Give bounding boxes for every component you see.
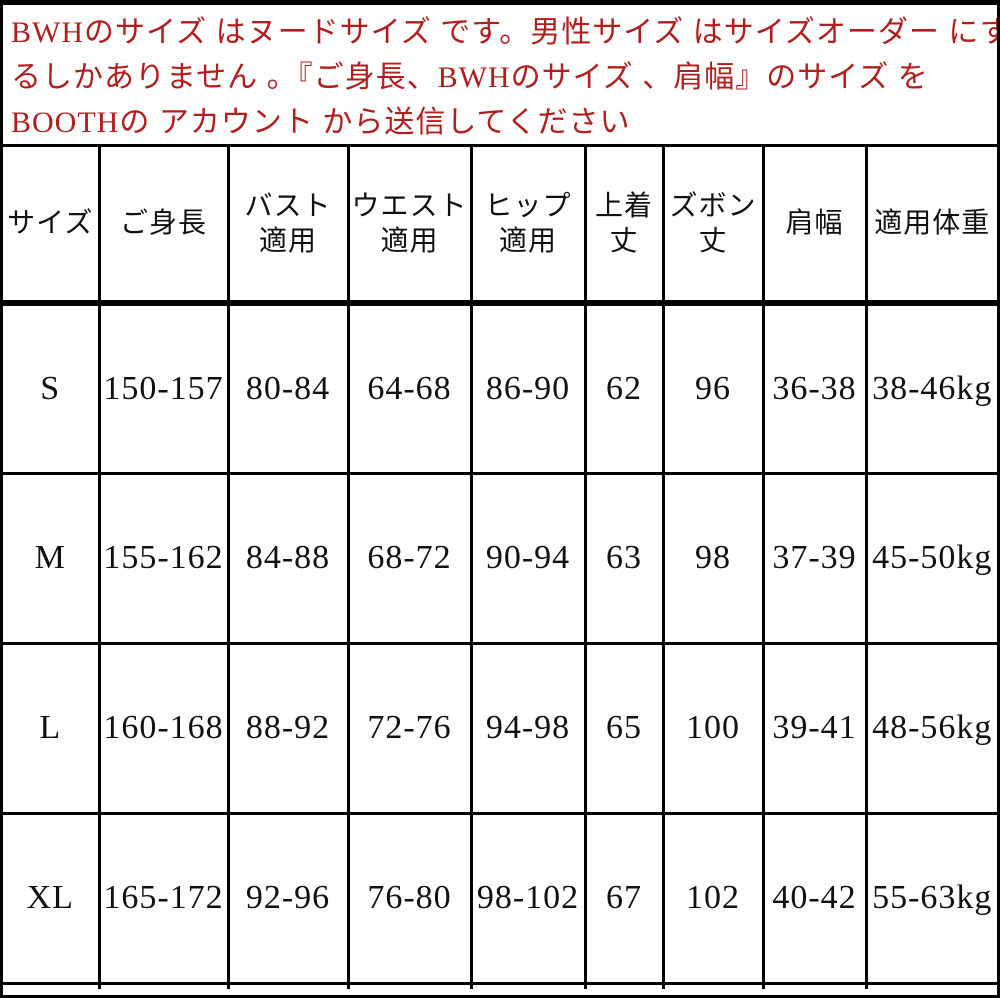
header-label: 適用: [258, 225, 317, 257]
header-label: バスト: [244, 190, 332, 222]
table-cell: 55-63kg: [864, 811, 997, 985]
header-label: ヒップ: [484, 190, 572, 222]
header-row: サイズ ご身長 バスト 適用 ウエスト 適用 ヒップ 適用: [3, 147, 997, 306]
table-cell: 165-172: [97, 811, 230, 985]
table-cell-cropped: [3, 981, 101, 989]
size-table: サイズ ご身長 バスト 適用 ウエスト 適用 ヒップ 適用: [3, 147, 997, 989]
table-cell: 67: [583, 811, 665, 985]
table-row-xl: XL 165-172 92-96 76-80 98-102 67 102 40-…: [3, 811, 997, 985]
table-cell: 45-50kg: [864, 471, 997, 645]
header-label: ズボン: [669, 190, 757, 222]
notice-line-2: るしかありません 。『ご身長、BWHのサイズ 、肩幅』のサイズ を: [11, 61, 929, 94]
header-cell-pants-length: ズボン 丈: [661, 147, 765, 306]
table-cell-cropped: [661, 981, 765, 989]
table-cell: 68-72: [346, 471, 473, 645]
table-cell: 64-68: [346, 301, 473, 475]
header-label: 適用体重: [874, 208, 991, 239]
header-label: 適用: [498, 225, 557, 257]
header-cell-jacket-length: 上着 丈: [583, 147, 665, 306]
table-cell: 102: [661, 811, 765, 985]
table-row-l: L 160-168 88-92 72-76 94-98 65 100 39-41…: [3, 641, 997, 815]
header-cell-shoulder-width: 肩幅: [761, 147, 868, 306]
table-cell: 63: [583, 471, 665, 645]
table-cell-cropped: [583, 981, 665, 989]
table-row-s: S 150-157 80-84 64-68 86-90 62 96 36-38 …: [3, 301, 997, 475]
table-cell: 88-92: [226, 641, 350, 815]
cropped-row: [3, 981, 997, 989]
table-cell: XL: [3, 811, 101, 985]
table-cell: 80-84: [226, 301, 350, 475]
table-cell: 155-162: [97, 471, 230, 645]
header-label: 肩幅: [785, 208, 844, 239]
table-cell: 98-102: [469, 811, 587, 985]
notice-line-3: BOOTHの アカウント から送信してください: [11, 106, 631, 139]
header-cell-size: サイズ: [3, 147, 101, 306]
table-cell: M: [3, 471, 101, 645]
header-label: サイズ: [7, 208, 94, 239]
header-label: 丈: [609, 225, 639, 257]
header-label: ご身長: [119, 208, 207, 239]
table-cell-cropped: [761, 981, 868, 989]
table-cell-cropped: [469, 981, 587, 989]
header-cell-weight: 適用体重: [864, 147, 997, 306]
table-cell: 40-42: [761, 811, 868, 985]
table-cell: 76-80: [346, 811, 473, 985]
table-cell: 37-39: [761, 471, 868, 645]
table-cell: 86-90: [469, 301, 587, 475]
table-cell-cropped: [97, 981, 230, 989]
header-cell-bust: バスト 適用: [226, 147, 350, 306]
header-label: 適用: [380, 225, 439, 257]
table-cell: L: [3, 641, 101, 815]
table-cell: 160-168: [97, 641, 230, 815]
header-label: ウエスト: [351, 190, 468, 222]
table-cell-cropped: [346, 981, 473, 989]
table-cell: 100: [661, 641, 765, 815]
table-cell: 92-96: [226, 811, 350, 985]
table-cell: S: [3, 301, 101, 475]
table-cell: 38-46kg: [864, 301, 997, 475]
table-cell: 98: [661, 471, 765, 645]
table-row-m: M 155-162 84-88 68-72 90-94 63 98 37-39 …: [3, 471, 997, 645]
table-cell: 150-157: [97, 301, 230, 475]
header-cell-waist: ウエスト 適用: [346, 147, 473, 306]
notice-line-1: BWHのサイズ はヌードサイズ です。男性サイズ はサイズオーダー にす: [11, 16, 997, 49]
table-cell-cropped: [864, 981, 997, 989]
table-cell: 36-38: [761, 301, 868, 475]
table-cell: 39-41: [761, 641, 868, 815]
header-cell-height: ご身長: [97, 147, 230, 306]
table-cell: 96: [661, 301, 765, 475]
table-cell: 65: [583, 641, 665, 815]
header-label: 丈: [698, 225, 728, 257]
table-cell: 72-76: [346, 641, 473, 815]
table-cell: 62: [583, 301, 665, 475]
header-cell-hip: ヒップ 適用: [469, 147, 587, 306]
table-cell: 94-98: [469, 641, 587, 815]
table-cell-cropped: [226, 981, 350, 989]
size-notice: BWHのサイズ はヌードサイズ です。男性サイズ はサイズオーダー にす るしか…: [3, 5, 997, 147]
header-label: 上着: [594, 190, 653, 222]
table-cell: 90-94: [469, 471, 587, 645]
table-cell: 48-56kg: [864, 641, 997, 815]
table-cell: 84-88: [226, 471, 350, 645]
